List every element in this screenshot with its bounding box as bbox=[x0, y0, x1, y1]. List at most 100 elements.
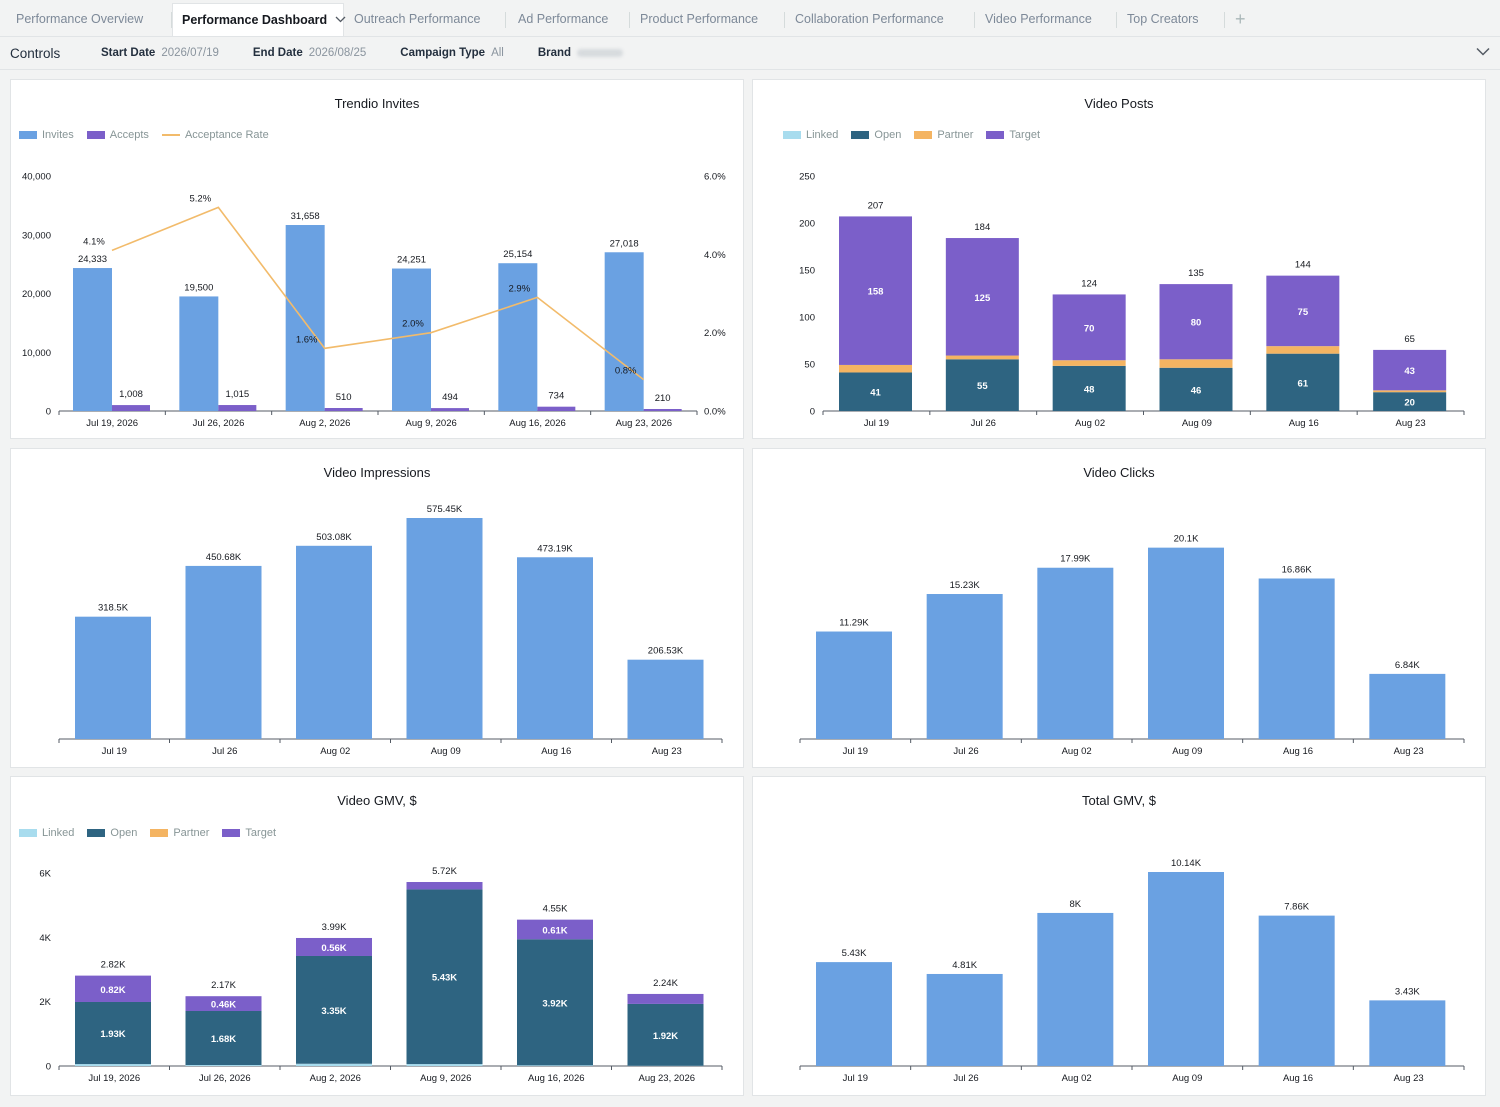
brand-value-redacted[interactable] bbox=[577, 49, 624, 57]
data-label-accepts: 494 bbox=[442, 392, 458, 403]
end-date-value[interactable]: 2026/08/25 bbox=[308, 47, 367, 59]
y-tick-label: 40,000 bbox=[22, 172, 51, 183]
end-date-label: End Date bbox=[252, 47, 303, 59]
legend-item-acceptance-rate[interactable]: Acceptance Rate bbox=[161, 129, 269, 141]
legend-item-partner[interactable]: Partner bbox=[914, 129, 973, 141]
legend-item-accepts[interactable]: Accepts bbox=[86, 129, 149, 141]
y-tick-label: 50 bbox=[804, 360, 815, 371]
x-tick-label-aug-23: Aug 23 bbox=[1394, 1073, 1424, 1084]
legend-label: Acceptance Rate bbox=[184, 129, 269, 141]
bar-open-aug-16 bbox=[1266, 353, 1340, 411]
tab-performance-overview[interactable]: Performance Overview bbox=[0, 2, 172, 36]
data-label: 473.19K bbox=[537, 543, 573, 554]
tab-ad-performance[interactable]: Ad Performance bbox=[506, 2, 630, 36]
chart-legend: Linked Open Partner Target bbox=[783, 129, 1053, 141]
chart-legend: Invites Accepts Acceptance Rate bbox=[19, 129, 282, 141]
bar-partner-jul-26 bbox=[945, 355, 1019, 360]
tab-collaboration-performance[interactable]: Collaboration Performance bbox=[785, 2, 975, 36]
data-label-target: 0.56K bbox=[321, 943, 346, 954]
bar-linked-jul-19-2026 bbox=[75, 1064, 151, 1066]
brand-label: Brand bbox=[537, 47, 572, 59]
panel-video-posts[interactable]: Video Posts Linked Open Partner Target J… bbox=[752, 79, 1486, 439]
campaign-type-control[interactable]: Campaign Type All bbox=[400, 47, 504, 59]
data-label-acceptance-rate: 2.0% bbox=[402, 319, 424, 330]
bar-aug-09 bbox=[1148, 872, 1224, 1066]
bar-open-aug-02 bbox=[1052, 365, 1126, 411]
y-tick-label: 0 bbox=[46, 1062, 51, 1073]
tab-label: Top Creators bbox=[1127, 12, 1199, 26]
tab-label: Performance Overview bbox=[16, 12, 144, 26]
legend-label: Accepts bbox=[109, 129, 149, 141]
tab-outreach-performance[interactable]: Outreach Performance bbox=[344, 2, 506, 36]
panel-video-clicks[interactable]: Video Clicks Jul 19 Jul 26 Aug 02 Aug 09 Aug… bbox=[752, 448, 1486, 768]
controls-bar: Controls Start Date 2026/07/19 End Date … bbox=[0, 37, 1500, 70]
data-label: 8K bbox=[1070, 899, 1082, 910]
data-label-invites: 24,251 bbox=[397, 255, 426, 266]
data-label-target: 125 bbox=[974, 293, 991, 304]
add-sheet-icon[interactable]: + bbox=[1235, 8, 1246, 29]
campaign-type-value[interactable]: All bbox=[491, 47, 504, 59]
tab-label: Performance Dashboard bbox=[182, 13, 328, 27]
legend-label: Linked bbox=[42, 827, 75, 839]
bar-target-aug-16-2026 bbox=[517, 919, 593, 940]
bar-target-jul-19-2026 bbox=[75, 975, 151, 1002]
data-label-target: 0.61K bbox=[542, 925, 567, 936]
panel-video-impressions[interactable]: Video Impressions Jul 19 Jul 26 Aug 02 Aug … bbox=[10, 448, 744, 768]
x-tick-label-jul-19: Jul 19 bbox=[864, 418, 889, 429]
legend-item-target[interactable]: Target bbox=[986, 129, 1040, 141]
y-tick-label: 2K bbox=[39, 997, 51, 1008]
start-date-control[interactable]: Start Date 2026/07/19 bbox=[101, 47, 219, 59]
bar-invites-aug-16-2026 bbox=[498, 263, 538, 411]
y-tick-label: 10,000 bbox=[22, 348, 51, 359]
legend-label: Target bbox=[1009, 129, 1040, 141]
legend-item-open[interactable]: Open bbox=[851, 129, 901, 141]
legend-item-linked[interactable]: Linked bbox=[783, 129, 838, 141]
data-label-accepts: 210 bbox=[655, 393, 671, 404]
data-label-open: 55 bbox=[977, 381, 988, 392]
panel-total-gmv[interactable]: Total GMV, $ Jul 19 Jul 26 Aug 02 Aug 09 Aug… bbox=[752, 776, 1486, 1096]
x-tick-label-aug-16-2026: Aug 16, 2026 bbox=[528, 1073, 585, 1084]
bar-target-jul-26 bbox=[945, 238, 1019, 356]
tab-product-performance[interactable]: Product Performance bbox=[630, 2, 785, 36]
y-tick-label: 6.0% bbox=[704, 172, 726, 183]
x-tick-label-jul-26: Jul 26 bbox=[971, 418, 996, 429]
x-tick-label-aug-09: Aug 09 bbox=[1172, 1073, 1202, 1084]
bar-aug-09 bbox=[406, 518, 483, 739]
data-label: 206.53K bbox=[648, 646, 684, 657]
data-label-target: 158 bbox=[868, 287, 884, 298]
data-label-target: 70 bbox=[1084, 323, 1095, 334]
x-tick-label-aug-16-2026: Aug 16, 2026 bbox=[509, 418, 566, 429]
legend-item-linked[interactable]: Linked bbox=[19, 827, 74, 839]
bottom-strip bbox=[0, 1100, 1500, 1107]
bar-jul-26 bbox=[926, 973, 1003, 1066]
y-tick-label: 0 bbox=[46, 407, 51, 418]
data-label-accepts: 1,008 bbox=[119, 389, 143, 400]
trendio-invites-chart: Jul 19, 2026 Jul 26, 2026 Aug 2, 2026 Aug 9… bbox=[22, 172, 726, 430]
end-date-control[interactable]: End Date 2026/08/25 bbox=[253, 47, 366, 59]
y-tick-label: 0 bbox=[810, 407, 815, 418]
chevron-down-icon[interactable] bbox=[335, 14, 346, 26]
bar-linked-aug-2-2026 bbox=[296, 1063, 372, 1066]
panel-video-gmv[interactable]: Video GMV, $ Linked Open Partner Target … bbox=[10, 776, 744, 1096]
data-label-invites: 25,154 bbox=[503, 249, 532, 260]
tab-video-performance[interactable]: Video Performance bbox=[975, 2, 1117, 36]
legend-item-invites[interactable]: Invites bbox=[19, 129, 74, 141]
legend-item-open[interactable]: Open bbox=[87, 827, 137, 839]
tab-top-creators[interactable]: Top Creators bbox=[1117, 2, 1225, 36]
data-label-invites: 19,500 bbox=[184, 282, 213, 293]
data-label: 318.5K bbox=[98, 603, 129, 614]
brand-control[interactable]: Brand bbox=[537, 47, 624, 59]
legend-item-partner[interactable]: Partner bbox=[150, 827, 209, 839]
y-tick-label: 150 bbox=[799, 266, 815, 277]
tab-performance-dashboard[interactable]: Performance Dashboard bbox=[172, 3, 346, 36]
panel-trendio-invites[interactable]: Trendio Invites Invites Accepts Acceptan… bbox=[10, 79, 744, 439]
bar-open-aug-9-2026 bbox=[406, 889, 483, 1065]
legend-item-target[interactable]: Target bbox=[222, 827, 276, 839]
x-tick-label-aug-16: Aug 16 bbox=[1283, 1073, 1313, 1084]
y-tick-label: 250 bbox=[799, 172, 815, 183]
collapse-chevron-icon[interactable] bbox=[1476, 47, 1490, 57]
start-date-value[interactable]: 2026/07/19 bbox=[161, 47, 219, 59]
chart-title: Video Impressions bbox=[323, 465, 431, 480]
bar-aug-02 bbox=[1037, 912, 1114, 1066]
data-label: 450.68K bbox=[206, 552, 242, 563]
